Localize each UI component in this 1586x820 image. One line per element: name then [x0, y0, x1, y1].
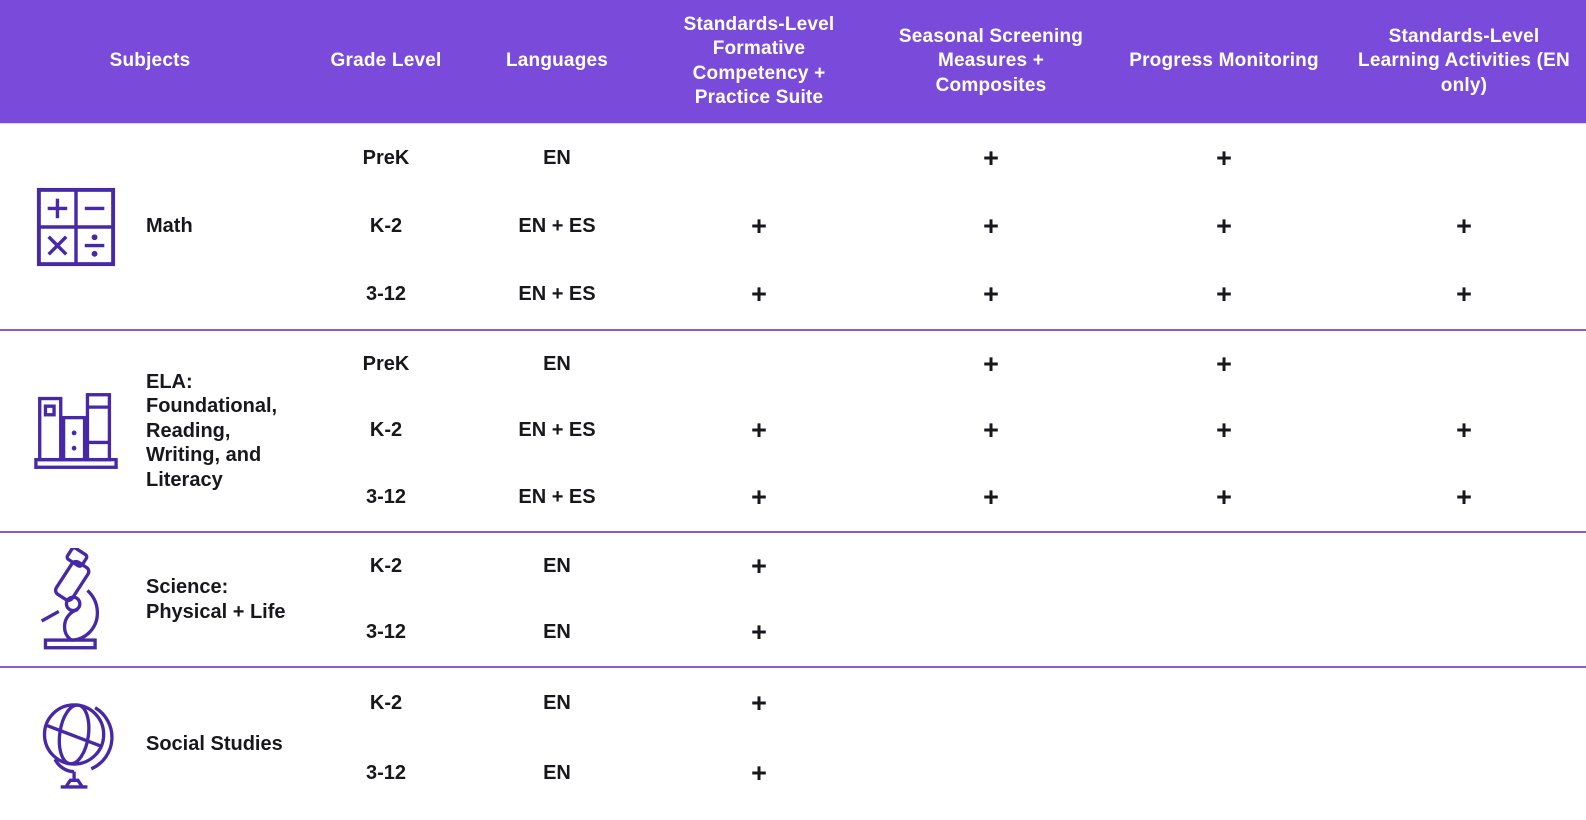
seasonal-mark: + [983, 348, 999, 379]
table-header-row: Subjects Grade Level Languages Standards… [0, 0, 1586, 123]
languages-cell: EN [543, 554, 571, 577]
seasonal-mark: + [983, 142, 999, 173]
subject-label: Science: Physical + Life [146, 576, 286, 623]
table-row: K-2 EN + [300, 533, 1586, 600]
section-rows: PreK EN + + K-2 EN + ES + + + + 3-12 EN … [300, 124, 1586, 329]
languages-cell: EN + ES [518, 419, 596, 442]
progress-mark: + [1216, 210, 1232, 241]
progress-mark: + [1216, 142, 1232, 173]
learning-mark: + [1456, 482, 1472, 513]
learning-mark: + [1456, 279, 1472, 310]
grade-cell: PreK [362, 352, 410, 375]
languages-cell: EN + ES [518, 283, 596, 306]
table-row: K-2 EN + ES + + + + [300, 192, 1586, 260]
languages-cell: EN + ES [518, 214, 596, 237]
grade-cell: 3-12 [365, 486, 407, 509]
microscope-icon [34, 547, 118, 652]
table-row: PreK EN + + [300, 124, 1586, 192]
table-row: 3-12 EN + ES + + + + [300, 464, 1586, 531]
languages-cell: EN [543, 621, 571, 644]
languages-cell: EN [543, 146, 571, 169]
languages-cell: EN [543, 761, 571, 784]
header-learning-activities: Standards-Level Learning Activities (EN … [1358, 26, 1570, 96]
header-languages: Languages [505, 50, 609, 72]
learning-mark: + [1456, 210, 1472, 241]
progress-mark: + [1216, 415, 1232, 446]
header-grade-level: Grade Level [330, 50, 442, 72]
formative-mark: + [751, 687, 767, 718]
section-rows: K-2 EN + 3-12 EN + [300, 533, 1586, 666]
seasonal-mark: + [983, 482, 999, 513]
grade-cell: PreK [362, 146, 410, 169]
globe-icon [34, 694, 118, 794]
subject-label: ELA: Foundational, Reading, Writing, and… [146, 371, 278, 491]
progress-mark: + [1216, 482, 1232, 513]
grade-cell: 3-12 [365, 621, 407, 644]
subject-cell-math: Math [0, 124, 300, 329]
header-seasonal-screening: Seasonal Screening Measures + Composites [898, 26, 1084, 96]
seasonal-mark: + [983, 210, 999, 241]
languages-cell: EN + ES [518, 486, 596, 509]
table-row: 3-12 EN + [300, 738, 1586, 808]
languages-cell: EN [543, 691, 571, 714]
subject-label: Social Studies [146, 732, 283, 755]
grade-cell: K-2 [369, 419, 403, 442]
header-subjects: Subjects [109, 50, 191, 72]
subject-label: Math [146, 215, 193, 238]
header-formative-suite: Standards-Level Formative Competency + P… [683, 13, 835, 108]
subject-cell-science: Science: Physical + Life [0, 533, 300, 666]
formative-mark: + [751, 482, 767, 513]
formative-mark: + [751, 757, 767, 788]
grade-cell: 3-12 [365, 761, 407, 784]
table-row: 3-12 EN + ES + + + + [300, 261, 1586, 329]
formative-mark: + [751, 415, 767, 446]
table-row: 3-12 EN + [300, 600, 1586, 667]
grade-cell: 3-12 [365, 283, 407, 306]
table-row: K-2 EN + [300, 668, 1586, 738]
section-ela: ELA: Foundational, Reading, Writing, and… [0, 329, 1586, 531]
formative-mark: + [751, 210, 767, 241]
section-math: Math PreK EN + + K-2 EN + ES + + + + 3-1… [0, 123, 1586, 329]
progress-mark: + [1216, 279, 1232, 310]
formative-mark: + [751, 617, 767, 648]
books-icon [34, 387, 118, 475]
header-progress-monitoring: Progress Monitoring [1129, 50, 1319, 72]
table-row: K-2 EN + ES + + + + [300, 398, 1586, 465]
section-rows: K-2 EN + 3-12 EN + [300, 668, 1586, 820]
grade-cell: K-2 [369, 554, 403, 577]
section-science: Science: Physical + Life K-2 EN + 3-12 E… [0, 531, 1586, 666]
learning-mark: + [1456, 415, 1472, 446]
progress-mark: + [1216, 348, 1232, 379]
grade-cell: K-2 [369, 214, 403, 237]
math-operations-icon [34, 185, 118, 269]
formative-mark: + [751, 279, 767, 310]
seasonal-mark: + [983, 279, 999, 310]
seasonal-mark: + [983, 415, 999, 446]
formative-mark: + [751, 550, 767, 581]
table-row: PreK EN + + [300, 331, 1586, 398]
subject-cell-ela: ELA: Foundational, Reading, Writing, and… [0, 331, 300, 531]
grade-cell: K-2 [369, 691, 403, 714]
section-social-studies: Social Studies K-2 EN + 3-12 EN + [0, 666, 1586, 820]
languages-cell: EN [543, 352, 571, 375]
section-rows: PreK EN + + K-2 EN + ES + + + + 3-12 EN … [300, 331, 1586, 531]
subject-cell-social-studies: Social Studies [0, 668, 300, 820]
